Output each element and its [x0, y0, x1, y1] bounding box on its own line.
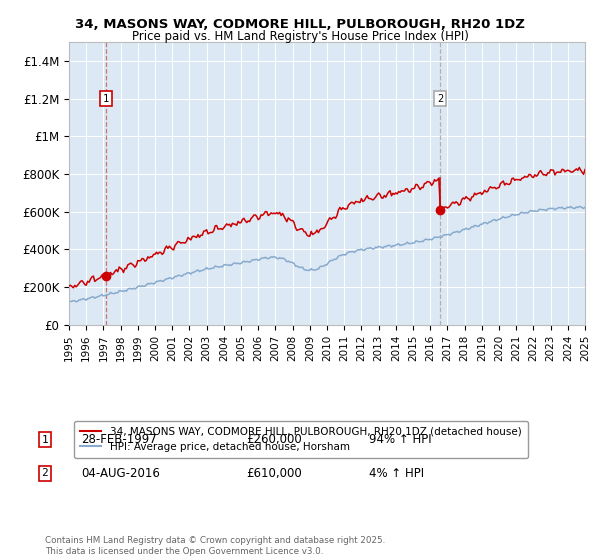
Text: 28-FEB-1997: 28-FEB-1997	[81, 433, 157, 446]
Text: 34, MASONS WAY, CODMORE HILL, PULBOROUGH, RH20 1DZ: 34, MASONS WAY, CODMORE HILL, PULBOROUGH…	[75, 18, 525, 31]
Text: 1: 1	[41, 435, 49, 445]
Text: 04-AUG-2016: 04-AUG-2016	[81, 466, 160, 480]
Text: 1: 1	[103, 94, 109, 104]
Text: 2: 2	[437, 94, 443, 104]
Text: £610,000: £610,000	[246, 466, 302, 480]
Text: 4% ↑ HPI: 4% ↑ HPI	[369, 466, 424, 480]
Text: Contains HM Land Registry data © Crown copyright and database right 2025.
This d: Contains HM Land Registry data © Crown c…	[45, 536, 385, 556]
Text: 2: 2	[41, 468, 49, 478]
Text: 94% ↑ HPI: 94% ↑ HPI	[369, 433, 431, 446]
Text: £260,000: £260,000	[246, 433, 302, 446]
Legend: 34, MASONS WAY, CODMORE HILL, PULBOROUGH, RH20 1DZ (detached house), HPI: Averag: 34, MASONS WAY, CODMORE HILL, PULBOROUGH…	[74, 421, 527, 458]
Text: Price paid vs. HM Land Registry's House Price Index (HPI): Price paid vs. HM Land Registry's House …	[131, 30, 469, 43]
